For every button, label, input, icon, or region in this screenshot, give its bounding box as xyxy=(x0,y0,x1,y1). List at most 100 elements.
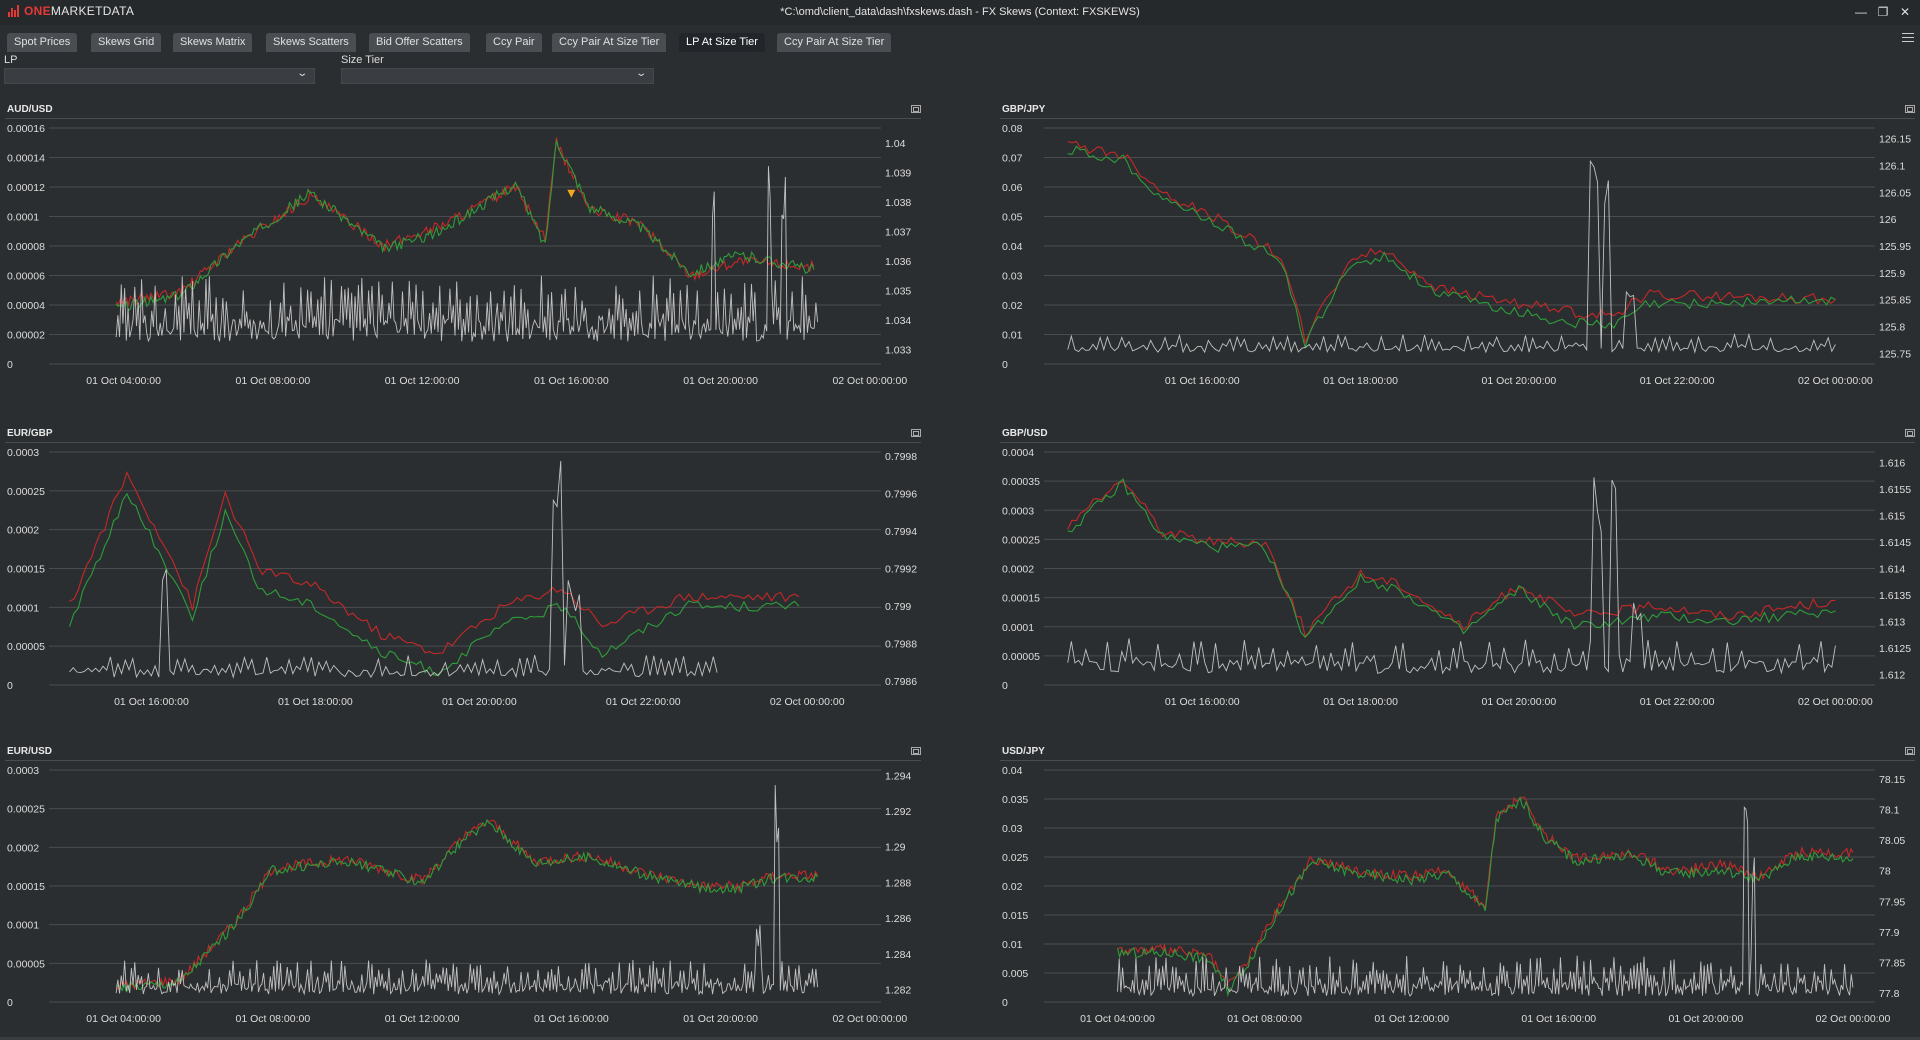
y-right-tick-label: 126.15 xyxy=(1879,134,1911,146)
tab-ccy-pair-at-size-tier[interactable]: Ccy Pair At Size Tier xyxy=(552,33,667,52)
y-left-tick-label: 0 xyxy=(1002,359,1008,371)
y-right-tick-label: 1.284 xyxy=(885,949,911,961)
y-left-tick-label: 0.01 xyxy=(1002,330,1023,342)
y-right-tick-label: 1.035 xyxy=(885,285,911,297)
y-left-tick-label: 0.0004 xyxy=(1002,447,1034,459)
y-right-tick-label: 78 xyxy=(1879,866,1891,878)
y-right-tick-label: 0.7998 xyxy=(885,451,917,463)
x-tick-label: 01 Oct 08:00:00 xyxy=(235,1013,310,1025)
y-right-tick-label: 1.039 xyxy=(885,167,911,179)
tab-skews-grid[interactable]: Skews Grid xyxy=(91,33,162,52)
x-tick-label: 01 Oct 12:00:00 xyxy=(385,1013,460,1025)
y-left-tick-label: 0.0002 xyxy=(7,525,39,537)
restore-icon[interactable]: ❐ xyxy=(1877,5,1889,19)
y-left-tick-label: 0.00025 xyxy=(7,486,45,498)
tab-skews-scatters[interactable]: Skews Scatters xyxy=(266,33,356,52)
x-tick-label: 01 Oct 04:00:00 xyxy=(86,375,161,387)
brand-one: ONE xyxy=(24,4,51,18)
y-right-tick-label: 126 xyxy=(1879,214,1897,226)
y-right-tick-label: 125.8 xyxy=(1879,321,1905,333)
maximize-panel-icon[interactable] xyxy=(1905,105,1915,113)
status-bar xyxy=(0,1037,1920,1040)
y-right-tick-label: 0.7994 xyxy=(885,526,917,538)
y-left-tick-label: 0.03 xyxy=(1002,271,1023,283)
tab-bid-offer-scatters[interactable]: Bid Offer Scatters xyxy=(369,33,470,52)
tab-skews-matrix[interactable]: Skews Matrix xyxy=(173,33,253,52)
series-bid-line xyxy=(115,137,815,308)
maximize-panel-icon[interactable] xyxy=(1905,429,1915,437)
minimize-icon[interactable]: — xyxy=(1855,5,1867,19)
chart-title: GBP/JPY xyxy=(1002,104,1046,115)
chevron-down-icon: ⌄ xyxy=(295,68,308,79)
tab-ccy-pair[interactable]: Ccy Pair xyxy=(486,33,542,52)
x-tick-label: 01 Oct 16:00:00 xyxy=(1521,1013,1596,1025)
y-right-tick-label: 125.85 xyxy=(1879,295,1911,307)
y-left-tick-label: 0.07 xyxy=(1002,153,1023,165)
series-bid-line xyxy=(69,470,800,655)
chart-marker-icon xyxy=(567,189,576,198)
x-tick-label: 01 Oct 18:00:00 xyxy=(278,696,353,708)
series-offer-line xyxy=(68,492,800,677)
size-tier-dropdown[interactable]: ⌄ xyxy=(341,68,654,84)
y-left-tick-label: 0 xyxy=(7,680,13,692)
chart-title: GBP/USD xyxy=(1002,428,1048,439)
y-right-tick-label: 1.038 xyxy=(885,197,911,209)
chart-aud-usd: 0.00016 0.00014 0.00012 0.0001 0.00008 0.0000… xyxy=(5,118,921,387)
y-right-tick-label: 1.6135 xyxy=(1879,590,1911,602)
y-left-tick-label: 0 xyxy=(7,997,13,1009)
chart-title: USD/JPY xyxy=(1002,746,1045,757)
y-right-tick-label: 0.7988 xyxy=(885,639,917,651)
y-right-tick-label: 78.15 xyxy=(1879,774,1905,786)
close-icon[interactable]: ✕ xyxy=(1899,5,1911,19)
tab-ccy-pair-at-size-tier-2[interactable]: Ccy Pair At Size Tier xyxy=(777,33,892,52)
chart-title: EUR/USD xyxy=(7,746,53,757)
tab-spot-prices[interactable]: Spot Prices xyxy=(7,33,78,52)
chart-gbp-usd: 0.0004 0.00035 0.0003 0.00025 0.0002 0.00015 0… xyxy=(1000,442,1915,708)
chart-eur-gbp: 0.0003 0.00025 0.0002 0.00015 0.0001 0.00005 0… xyxy=(5,442,921,708)
y-left-tick-label: 0 xyxy=(7,359,13,371)
chart-usd-jpy: 0.04 0.035 0.03 0.025 0.02 0.015 0.01 0.005 0 78.… xyxy=(1000,760,1915,1025)
chart-title: EUR/GBP xyxy=(7,428,53,439)
y-left-tick-label: 0.02 xyxy=(1002,881,1023,893)
chart-eur-usd: 0.0003 0.00025 0.0002 0.00015 0.0001 0.00005 0… xyxy=(5,760,921,1025)
brand-rest: MARKETDATA xyxy=(50,4,135,18)
x-tick-label: 01 Oct 16:00:00 xyxy=(1165,375,1240,387)
y-left-tick-label: 0.00015 xyxy=(1002,593,1040,605)
y-right-tick-label: 78.05 xyxy=(1879,835,1905,847)
maximize-panel-icon[interactable] xyxy=(1905,747,1915,755)
title-bar: ONE MARKETDATA *C:\omd\client_data\dash\f… xyxy=(0,0,1920,25)
maximize-panel-icon[interactable] xyxy=(911,105,921,113)
x-tick-label: 01 Oct 08:00:00 xyxy=(1227,1013,1302,1025)
y-left-tick-label: 0.00002 xyxy=(7,330,45,342)
y-left-tick-label: 0.015 xyxy=(1002,910,1028,922)
lp-dropdown[interactable]: ⌄ xyxy=(4,68,315,84)
y-left-tick-label: 0.00015 xyxy=(7,881,45,893)
x-tick-label: 01 Oct 18:00:00 xyxy=(1323,696,1398,708)
series-skew-line xyxy=(69,461,718,679)
x-tick-label: 02 Oct 00:00:00 xyxy=(1798,696,1873,708)
hamburger-menu-icon[interactable] xyxy=(1902,33,1914,43)
y-left-tick-label: 0.05 xyxy=(1002,212,1023,224)
y-right-tick-label: 125.9 xyxy=(1879,268,1905,280)
series-skew-line xyxy=(1117,806,1854,997)
y-left-tick-label: 0.0002 xyxy=(7,842,39,854)
x-tick-label: 01 Oct 12:00:00 xyxy=(1374,1013,1449,1025)
x-tick-label: 01 Oct 20:00:00 xyxy=(683,1013,758,1025)
tab-lp-at-size-tier[interactable]: LP At Size Tier xyxy=(679,33,765,52)
chart-panel-eur-gbp: EUR/GBP 0.0003 0.00025 0.0002 0.00015 0.0001… xyxy=(5,428,921,713)
x-tick-label: 01 Oct 18:00:00 xyxy=(1323,375,1398,387)
chart-panel-gbp-jpy: GBP/JPY 0.08 0.07 0.06 0.05 0.04 0.03 0.02 0.01… xyxy=(1000,104,1915,392)
maximize-panel-icon[interactable] xyxy=(911,747,921,755)
x-tick-label: 01 Oct 16:00:00 xyxy=(114,696,189,708)
y-right-tick-label: 0.7992 xyxy=(885,564,917,576)
x-tick-label: 01 Oct 16:00:00 xyxy=(534,375,609,387)
y-right-tick-label: 1.613 xyxy=(1879,616,1905,628)
x-tick-label: 01 Oct 22:00:00 xyxy=(1640,375,1715,387)
y-right-tick-label: 1.6155 xyxy=(1879,484,1911,496)
brand-logo: ONE MARKETDATA xyxy=(8,4,134,18)
maximize-panel-icon[interactable] xyxy=(911,429,921,437)
y-right-tick-label: 1.286 xyxy=(885,913,911,925)
chart-panel-eur-usd: EUR/USD 0.0003 0.00025 0.0002 0.00015 0.0001… xyxy=(5,746,921,1030)
y-right-tick-label: 1.033 xyxy=(885,344,911,356)
series-skew-line xyxy=(115,785,819,996)
